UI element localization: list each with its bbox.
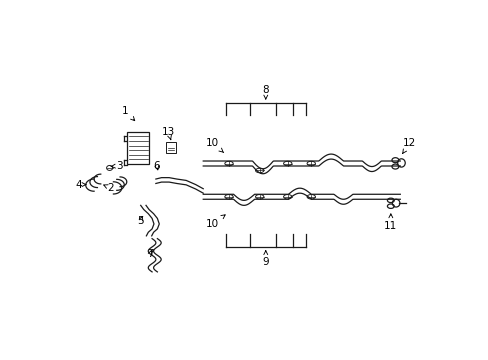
Text: 1: 1 — [122, 106, 134, 121]
Text: 11: 11 — [384, 214, 397, 231]
Text: 12: 12 — [402, 138, 416, 153]
Text: 4: 4 — [76, 180, 86, 190]
Text: 2: 2 — [103, 183, 114, 193]
Text: 13: 13 — [162, 127, 175, 140]
Text: 3: 3 — [111, 161, 123, 171]
Text: 6: 6 — [153, 161, 160, 171]
Text: 5: 5 — [137, 216, 144, 226]
Text: 10: 10 — [206, 215, 224, 229]
Text: 7: 7 — [146, 249, 153, 259]
Bar — [166, 142, 175, 153]
Bar — [127, 132, 149, 164]
Text: 10: 10 — [206, 138, 223, 153]
Text: 9: 9 — [262, 251, 268, 267]
Text: 8: 8 — [262, 85, 268, 99]
